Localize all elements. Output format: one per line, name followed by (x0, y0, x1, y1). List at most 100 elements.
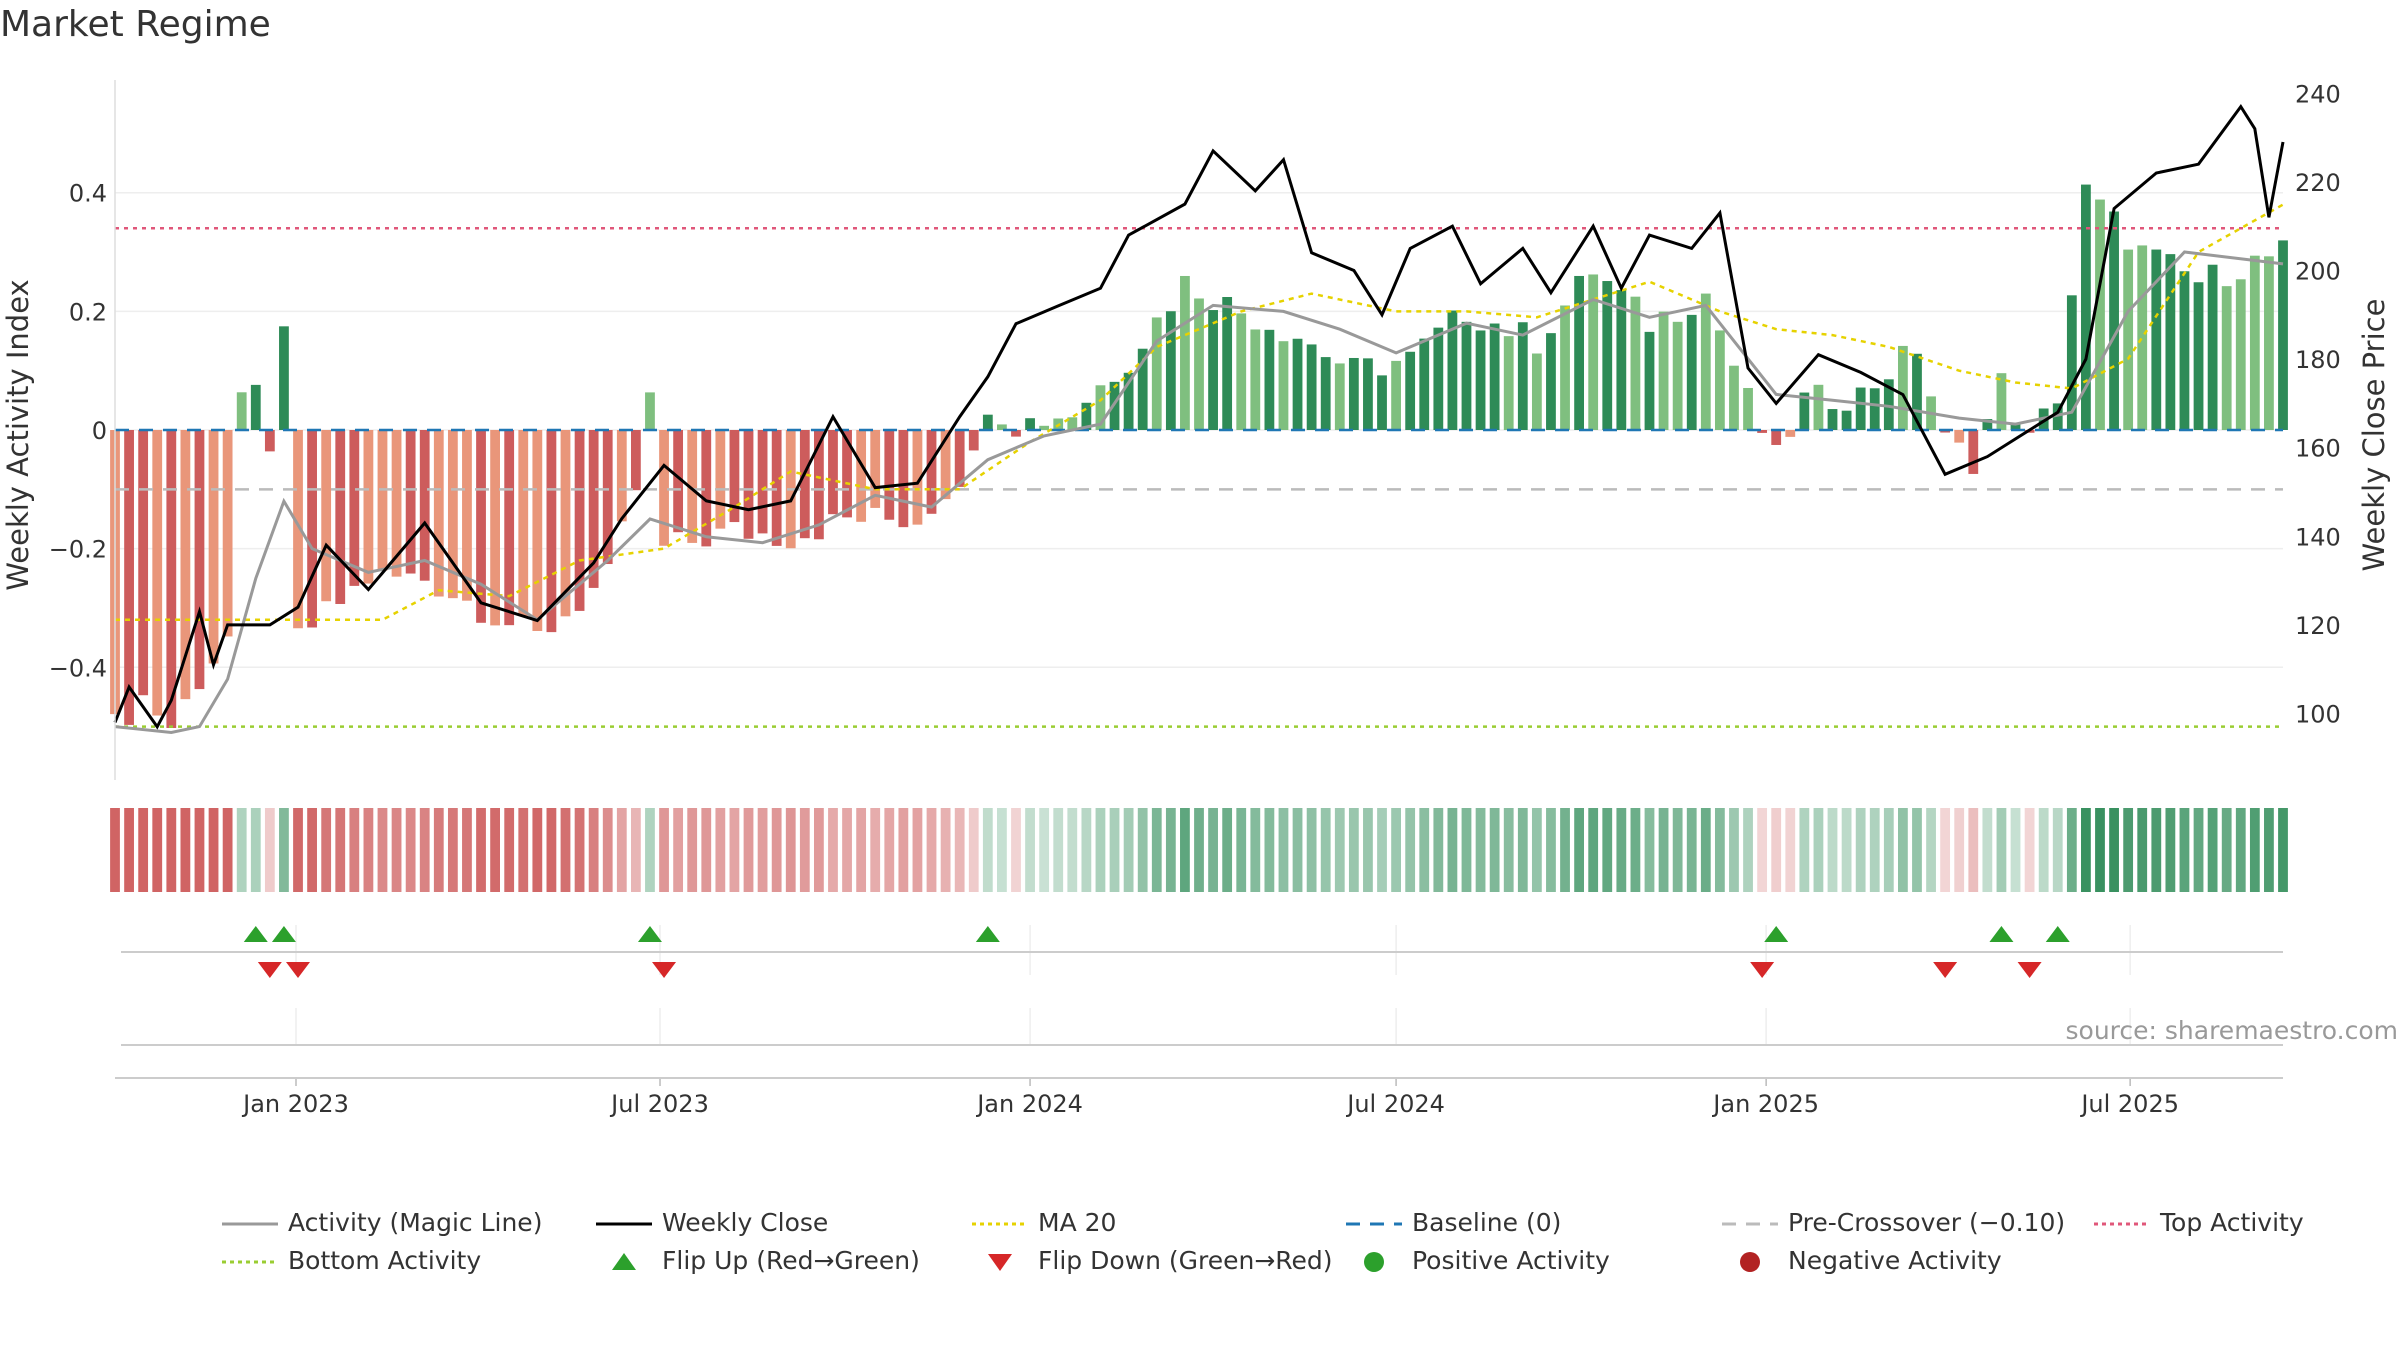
regime-cell (1095, 808, 1106, 892)
regime-cell (2038, 808, 2049, 892)
regime-cell (152, 808, 163, 892)
regime-cell (236, 808, 247, 892)
y2-tick-label: 200 (2295, 258, 2341, 286)
activity-bar (2221, 286, 2232, 430)
activity-bar (1982, 419, 1993, 430)
regime-cell (1954, 808, 1965, 892)
flip-down-marker (652, 962, 677, 978)
flip-down-marker (2017, 962, 2042, 978)
regime-cell (1517, 808, 1528, 892)
activity-bar (1940, 430, 1951, 433)
activity-bar (518, 430, 529, 616)
activity-bar (588, 430, 599, 588)
activity-bar (898, 430, 909, 528)
regime-cell (2264, 808, 2274, 892)
regime-cell (1391, 808, 1401, 892)
activity-bar (532, 430, 543, 632)
regime-cell (1222, 808, 1233, 892)
regime-cell (1320, 808, 1331, 892)
activity-bar (2235, 279, 2246, 430)
regime-cell (828, 808, 838, 892)
regime-cell (1968, 808, 1979, 892)
activity-bar (1602, 281, 1613, 430)
regime-cell (2179, 808, 2190, 892)
regime-cell (124, 808, 134, 892)
activity-bar (1883, 379, 1894, 430)
regime-cell (1405, 808, 1416, 892)
flip-down-marker (1750, 962, 1775, 978)
y2-tick-label: 120 (2295, 612, 2341, 640)
regime-cell (912, 808, 923, 892)
activity-bar (1503, 336, 1514, 430)
regime-cell (1475, 808, 1486, 892)
regime-cell (715, 808, 726, 892)
x-tick-label: Jan 2025 (1711, 1090, 1819, 1118)
activity-bar (1081, 402, 1092, 430)
regime-cell (2123, 808, 2134, 892)
activity-bar (433, 430, 444, 597)
activity-bar (405, 430, 416, 574)
regime-cell (2151, 808, 2162, 892)
regime-cell (2109, 808, 2119, 892)
regime-cell (982, 808, 993, 892)
activity-bar (1475, 330, 1486, 430)
regime-cell (476, 808, 486, 892)
activity-bar (363, 430, 374, 584)
activity-bar (504, 430, 515, 626)
flip-up-marker (271, 926, 296, 942)
activity-bar (645, 392, 655, 430)
activity-bar (814, 430, 824, 540)
activity-bar (2052, 403, 2063, 430)
regime-cell (1729, 808, 1739, 892)
regime-cell (771, 808, 782, 892)
activity-bar (1320, 357, 1331, 430)
regime-cell (1123, 808, 1134, 892)
regime-cell (2165, 808, 2176, 892)
activity-bar (2066, 295, 2077, 430)
flip-markers (115, 926, 2283, 1079)
activity-bar (884, 430, 895, 520)
activity-bar (2179, 271, 2190, 430)
activity-bar (293, 430, 303, 629)
regime-cell (1461, 808, 1472, 892)
y2-axis-label: Weekly Close Price (2357, 299, 2391, 572)
activity-bar (1968, 430, 1979, 474)
activity-bar (2193, 282, 2204, 430)
regime-cell (447, 808, 458, 892)
regime-cell (1419, 808, 1430, 892)
activity-bar (1574, 275, 1584, 430)
activity-bar (1672, 321, 1683, 430)
regime-cell (1644, 808, 1655, 892)
regime-cell (1306, 808, 1317, 892)
regime-cell (110, 808, 120, 892)
regime-cell (279, 808, 289, 892)
activity-bar (912, 430, 923, 525)
activity-bar (673, 430, 684, 533)
activity-bar (1278, 341, 1289, 430)
regime-cell (926, 808, 937, 892)
activity-bar (222, 430, 233, 637)
regime-cell (1025, 808, 1035, 892)
activity-bar (1743, 387, 1753, 430)
activity-bar (1208, 310, 1218, 430)
flip-down-marker (286, 962, 311, 978)
activity-bar (1137, 348, 1148, 430)
regime-cell (1841, 808, 1852, 892)
regime-cell (602, 808, 613, 892)
regime-cell (1264, 808, 1275, 892)
regime-cell (307, 808, 317, 892)
regime-cell (1348, 808, 1359, 892)
regime-cell (1940, 808, 1951, 892)
activity-bar (602, 430, 613, 565)
activity-bar (2123, 249, 2134, 430)
activity-bar (616, 430, 627, 522)
activity-bar (1264, 329, 1275, 430)
regime-cell (729, 808, 740, 892)
activity-bar (236, 392, 247, 430)
activity-bar (1785, 430, 1796, 437)
regime-cell (208, 808, 219, 892)
regime-cell (335, 808, 346, 892)
regime-cell (884, 808, 895, 892)
activity-bar (1292, 338, 1303, 430)
